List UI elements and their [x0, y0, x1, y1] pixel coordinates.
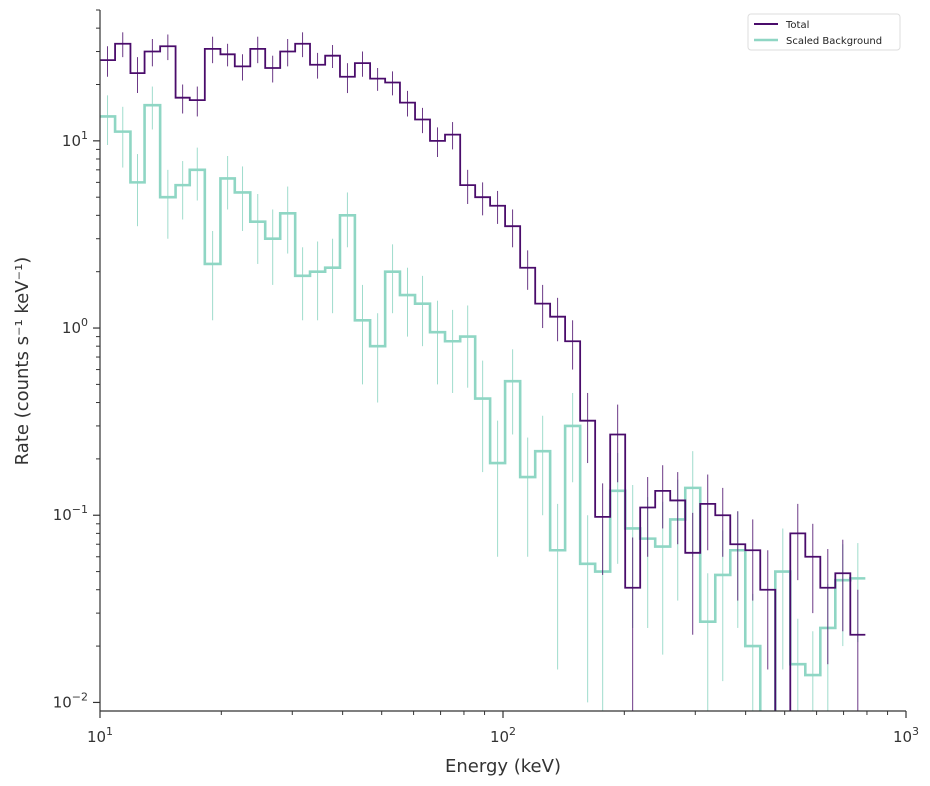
- x-tick-label: 102: [490, 725, 516, 746]
- axes: [99, 10, 906, 712]
- y-tick-label: 10−1: [53, 503, 88, 524]
- x-tick-label: 101: [87, 725, 113, 746]
- legend-label-total: Total: [785, 20, 809, 31]
- y-tick-label: 100: [62, 316, 88, 337]
- step-line-total: [100, 42, 866, 711]
- y-tick-label: 101: [62, 129, 88, 150]
- legend-label-background: Scaled Background: [786, 36, 882, 47]
- ticks: 101 102 103 10−2 10−1 100 101: [53, 9, 919, 746]
- error-bars-total: [107, 32, 859, 711]
- step-line-background: [100, 103, 866, 711]
- legend-frame: [747, 13, 901, 51]
- x-axis-label: Energy (keV): [445, 756, 561, 777]
- y-axis-label: Rate (counts s⁻¹ keV⁻¹): [12, 257, 33, 466]
- x-tick-label: 103: [893, 725, 919, 746]
- series-total: [100, 32, 866, 711]
- legend: Total Scaled Background: [747, 13, 901, 51]
- plot-area: [100, 32, 866, 711]
- y-tick-label: 10−2: [53, 690, 88, 711]
